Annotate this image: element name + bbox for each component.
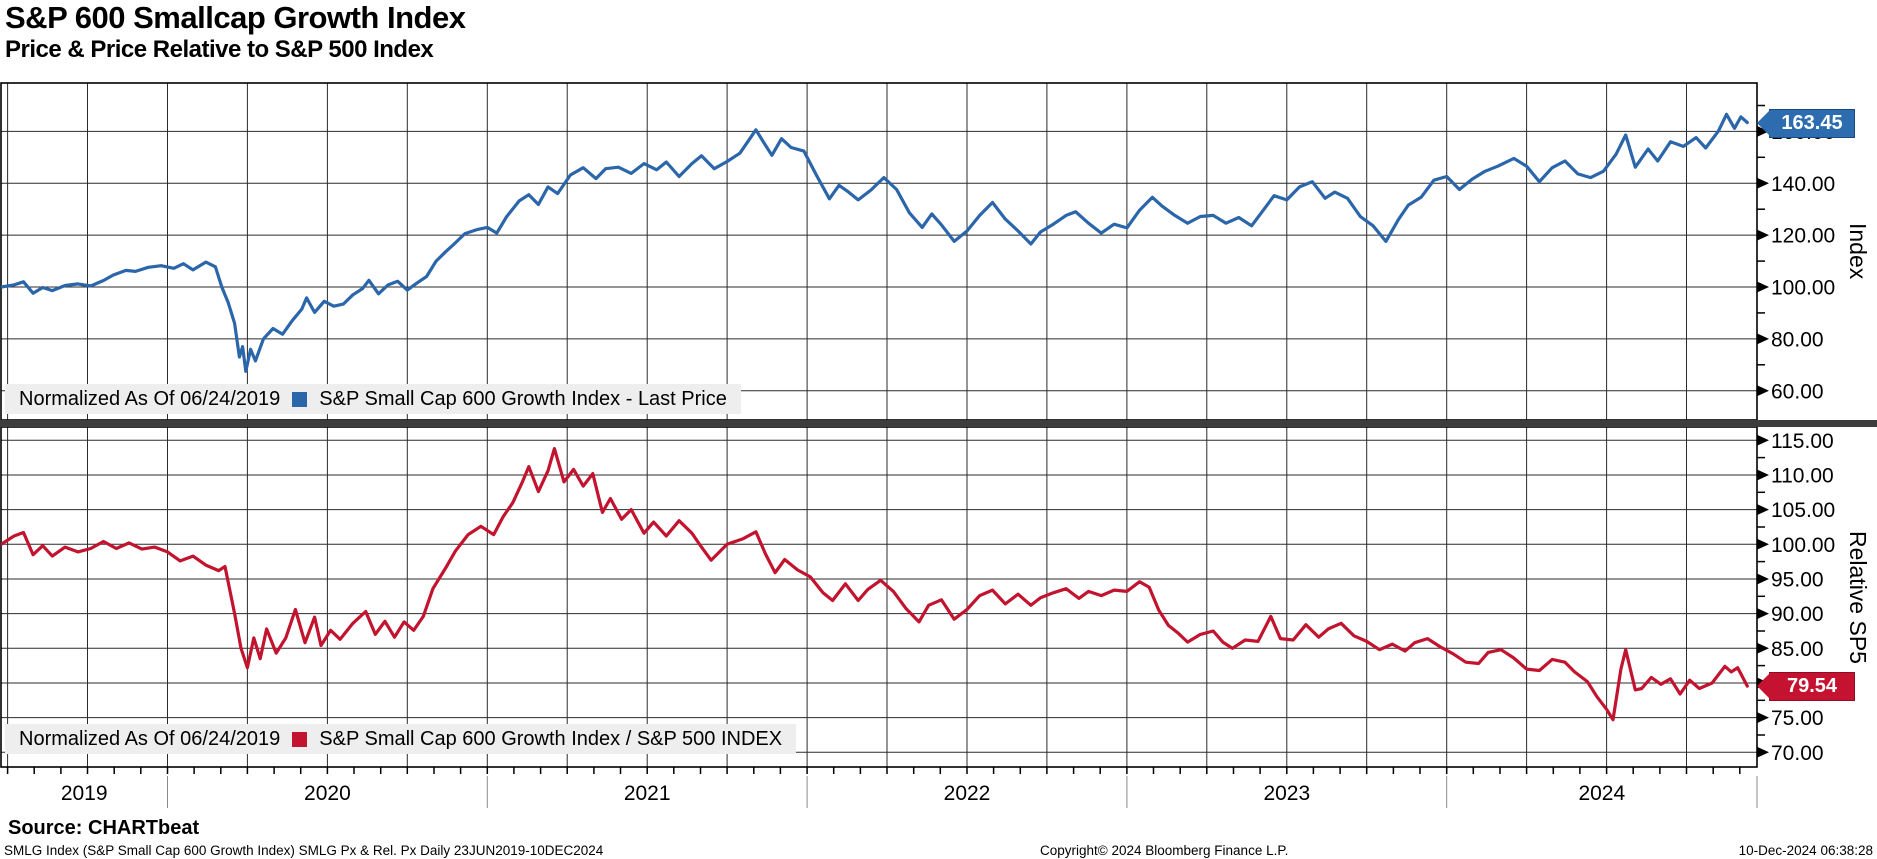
last-price-tag-relative[interactable]: 79.54 [1757, 672, 1855, 701]
svg-text:100.00: 100.00 [1771, 534, 1835, 557]
legend-top-panel[interactable]: Normalized As Of 06/24/2019 S&P Small Ca… [5, 384, 741, 414]
series-label: S&P Small Cap 600 Growth Index - Last Pr… [319, 387, 727, 410]
security-description: SMLG Index (S&P Small Cap 600 Growth Ind… [4, 843, 604, 858]
x-axis-year-label: 2022 [944, 782, 991, 805]
source-label: Source: CHARTbeat [8, 817, 200, 839]
last-price-tag-index[interactable]: 163.45 [1757, 109, 1855, 138]
blue-series-swatch-icon [292, 391, 308, 407]
legend-bottom-panel[interactable]: Normalized As Of 06/24/2019 S&P Small Ca… [5, 724, 797, 754]
svg-text:100.00: 100.00 [1771, 277, 1835, 300]
series-label: S&P Small Cap 600 Growth Index / S&P 500… [319, 727, 783, 750]
x-axis-year-label: 2020 [304, 782, 351, 805]
svg-text:110.00: 110.00 [1771, 464, 1834, 487]
svg-text:115.00: 115.00 [1771, 430, 1834, 453]
page-title: S&P 600 Smallcap Growth Index [5, 0, 466, 35]
x-axis-year-label: 2024 [1578, 782, 1625, 805]
x-axis-year-label: 2019 [61, 782, 108, 805]
timestamp: 10-Dec-2024 06:38:28 [1738, 843, 1873, 858]
copyright-notice: Copyright© 2024 Bloomberg Finance L.P. [1040, 843, 1289, 858]
x-axis-year-label: 2021 [624, 782, 671, 805]
svg-text:105.00: 105.00 [1771, 499, 1835, 522]
svg-text:60.00: 60.00 [1771, 380, 1824, 403]
svg-text:85.00: 85.00 [1771, 638, 1824, 661]
svg-text:90.00: 90.00 [1771, 603, 1824, 626]
svg-text:80.00: 80.00 [1771, 328, 1824, 351]
page-subtitle: Price & Price Relative to S&P 500 Index [5, 36, 434, 63]
svg-text:95.00: 95.00 [1771, 568, 1824, 591]
red-series-swatch-icon [292, 731, 308, 747]
x-axis-year-label: 2023 [1263, 782, 1310, 805]
normalized-note: Normalized As Of 06/24/2019 [19, 727, 281, 750]
svg-text:140.00: 140.00 [1771, 173, 1835, 196]
normalized-note: Normalized As Of 06/24/2019 [19, 387, 281, 410]
y-axis-title-relative-sp5: Relative SP5 [1845, 530, 1871, 664]
svg-text:75.00: 75.00 [1771, 707, 1824, 730]
y-axis-title-index: Index [1845, 223, 1871, 280]
svg-text:70.00: 70.00 [1771, 742, 1824, 765]
svg-text:120.00: 120.00 [1771, 225, 1835, 248]
